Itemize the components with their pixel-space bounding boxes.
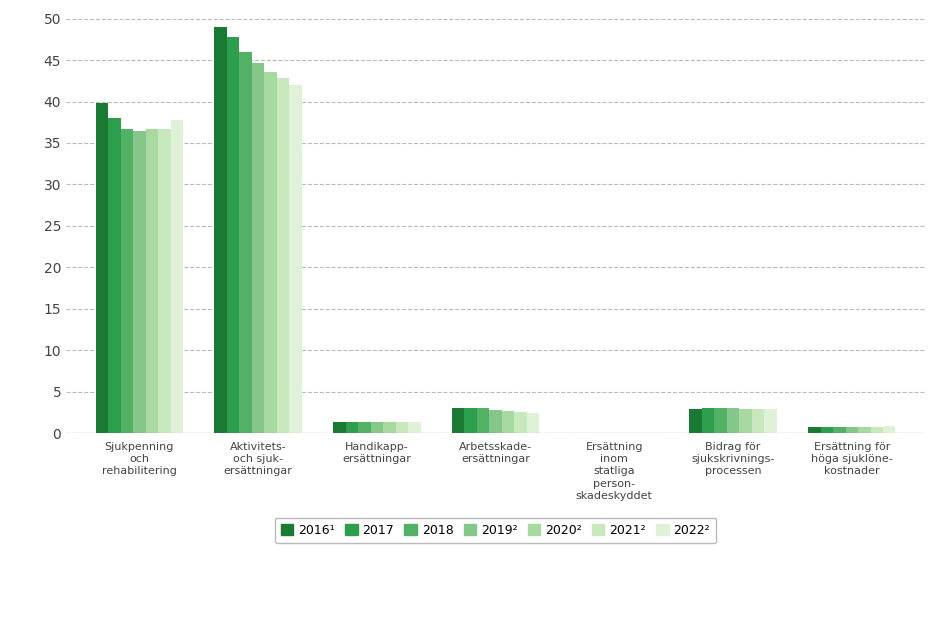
Bar <box>396 422 408 433</box>
Bar <box>408 422 420 433</box>
Bar <box>489 410 502 433</box>
Bar <box>870 426 883 433</box>
Bar <box>527 412 539 433</box>
Bar <box>145 129 158 433</box>
Bar <box>158 129 171 433</box>
Bar <box>133 131 145 433</box>
Bar <box>883 426 896 433</box>
Legend: 2016¹, 2017, 2018, 2019², 2020², 2021², 2022²: 2016¹, 2017, 2018, 2019², 2020², 2021², … <box>275 517 716 543</box>
Bar <box>739 409 751 433</box>
Bar <box>371 422 383 433</box>
Bar <box>715 409 727 433</box>
Bar <box>289 85 302 433</box>
Bar <box>689 409 702 433</box>
Bar <box>820 426 834 433</box>
Bar <box>834 426 846 433</box>
Bar <box>846 426 858 433</box>
Bar <box>264 72 277 433</box>
Bar <box>702 409 715 433</box>
Bar <box>109 118 121 433</box>
Bar <box>171 119 183 433</box>
Bar <box>358 422 371 433</box>
Bar <box>514 412 527 433</box>
Bar <box>95 103 109 433</box>
Bar <box>240 52 252 433</box>
Bar <box>808 426 820 433</box>
Bar <box>452 407 464 433</box>
Bar <box>477 409 489 433</box>
Bar <box>333 422 346 433</box>
Bar <box>214 27 227 433</box>
Bar <box>727 409 739 433</box>
Bar <box>858 426 870 433</box>
Bar <box>765 409 777 433</box>
Bar <box>502 411 514 433</box>
Bar <box>121 129 133 433</box>
Bar <box>751 409 765 433</box>
Bar <box>227 37 240 433</box>
Bar <box>277 78 289 433</box>
Bar <box>383 422 396 433</box>
Bar <box>252 63 264 433</box>
Bar <box>346 422 358 433</box>
Bar <box>464 409 477 433</box>
